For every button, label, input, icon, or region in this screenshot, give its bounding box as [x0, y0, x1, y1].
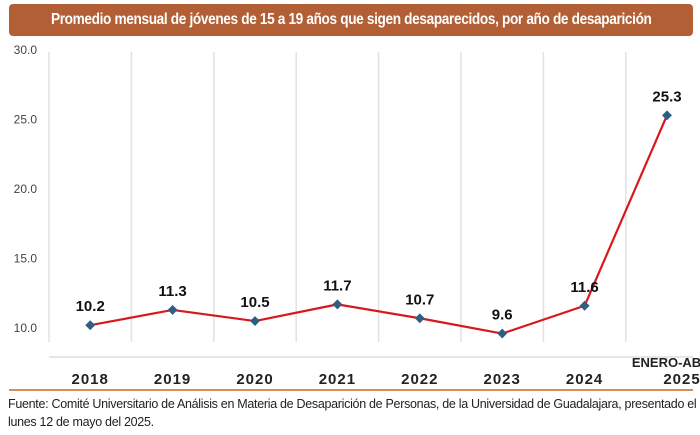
x-tick-label: 2021 [319, 371, 356, 388]
data-label: 11.6 [570, 279, 598, 296]
data-point-marker [167, 304, 178, 315]
data-point-marker [85, 320, 96, 331]
x-tick-label: 2018 [72, 371, 109, 388]
data-point-marker [662, 110, 672, 121]
x-tick-label: 2025 [663, 371, 700, 388]
data-markers [85, 110, 672, 339]
series-line [89, 114, 669, 335]
data-point-marker [332, 299, 343, 310]
data-label: 10.7 [405, 291, 434, 308]
data-label: 9.6 [492, 307, 513, 324]
x-tick-label: 2023 [484, 371, 521, 388]
gridlines [48, 52, 627, 342]
x-tick-label: 2020 [236, 371, 273, 388]
x-tick-label: 2024 [566, 371, 603, 388]
source-note: Fuente: Comité Universitario de Análisis… [8, 397, 697, 429]
data-point-marker [414, 313, 425, 324]
line-chart: 10.0 15.0 20.0 25.0 30.0 2018 2019 2020 2021 202… [14, 43, 700, 388]
x-tick-label: 2022 [401, 371, 438, 388]
x-tick-label: 2019 [154, 371, 191, 388]
chart-title-bar: Promedio mensual de jóvenes de 15 a 19 a… [9, 4, 693, 36]
y-tick-label: 30.0 [14, 43, 38, 57]
chart-title: Promedio mensual de jóvenes de 15 a 19 a… [50, 11, 652, 28]
y-axis: 10.0 15.0 20.0 25.0 30.0 [14, 43, 38, 335]
x-tick-label: ENERO-ABRIL [632, 355, 700, 370]
y-tick-label: 10.0 [14, 321, 38, 335]
data-label: 10.5 [240, 294, 269, 311]
data-point-marker [250, 316, 260, 326]
series-line-path [89, 114, 669, 335]
data-point-marker [497, 328, 508, 339]
y-tick-label: 25.0 [14, 113, 38, 127]
data-label: 10.2 [76, 298, 105, 315]
data-labels: 10.2 11.3 10.5 11.7 10.7 9.6 11.6 25.3 [76, 88, 682, 323]
divider-rule [9, 389, 693, 391]
y-tick-label: 20.0 [14, 182, 38, 196]
data-label: 25.3 [652, 88, 681, 105]
data-point-marker [579, 300, 590, 311]
data-label: 11.3 [158, 283, 186, 300]
x-axis: 2018 2019 2020 2021 2022 2023 2024 ENERO-ABRIL2… [49, 355, 700, 388]
data-label: 11.7 [323, 277, 351, 294]
y-tick-label: 15.0 [14, 252, 38, 266]
